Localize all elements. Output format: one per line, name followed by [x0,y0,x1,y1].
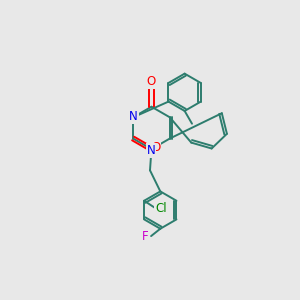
Text: N: N [129,110,138,123]
Text: F: F [142,230,148,243]
Text: O: O [147,76,156,88]
Text: Cl: Cl [155,202,167,215]
Text: N: N [146,144,155,157]
Text: O: O [151,141,160,154]
